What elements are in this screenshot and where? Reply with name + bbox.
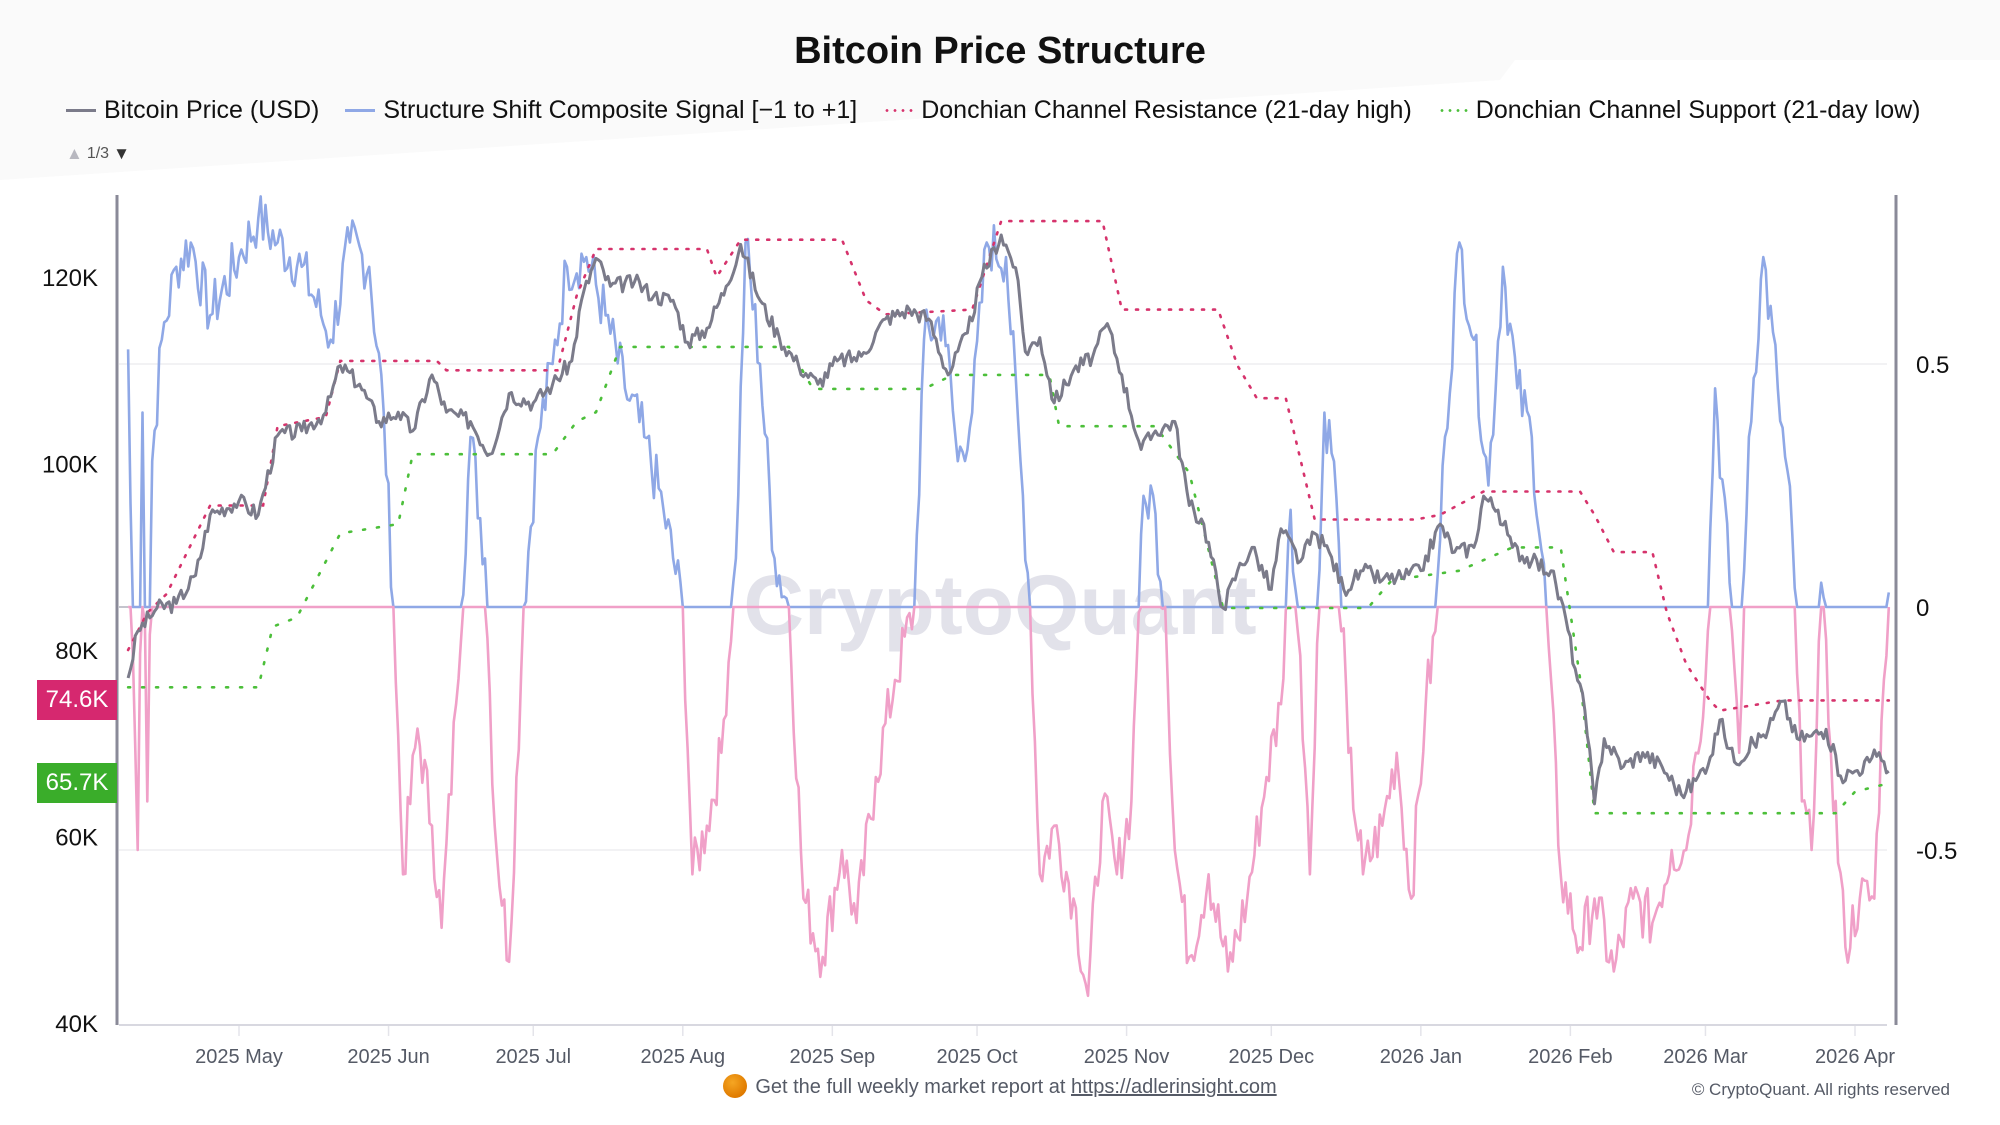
legend-label-signal: Structure Shift Composite Signal [−1 to … (383, 96, 858, 124)
support-value-badge: 65.7K (37, 763, 117, 804)
support-line (126, 345, 1891, 815)
y-axis-left: 40K 60K 80K 100K 120K (42, 265, 98, 1038)
legend-label-support: Donchian Channel Support (21-day low) (1475, 96, 1921, 124)
legend-pager: ▲ 1/3 ▼ (66, 144, 130, 164)
x-axis: 2025 May 2025 Jun 2025 Jul 2025 Aug 2025 Sep… (195, 1026, 1895, 1068)
y-right-tick-label: 0 (1916, 595, 1929, 622)
footer-link[interactable]: https://adlerinsight.com (1071, 1076, 1277, 1098)
resistance-value-badge: 74.6K (37, 680, 117, 721)
price-series (126, 233, 1890, 806)
y-left-tick-label: 120K (42, 265, 98, 292)
background-shape (0, 0, 1560, 180)
legend-swatch-resistance (883, 109, 914, 112)
x-tick-label: 2025 Dec (1228, 1046, 1314, 1068)
x-tick-label: 2026 Feb (1528, 1046, 1613, 1068)
x-tick-label: 2026 Jan (1380, 1046, 1462, 1068)
legend: Bitcoin Price (USD) Structure Shift Comp… (66, 96, 1946, 125)
x-tick-label: 2025 Nov (1084, 1046, 1170, 1068)
legend-item-price[interactable]: Bitcoin Price (USD) (66, 96, 319, 125)
watermark: CryptoQuant (743, 558, 1256, 652)
y-left-tick-label: 60K (55, 825, 98, 852)
y-right-tick-label: -0.5 (1916, 838, 1957, 865)
y-left-tick-label: 40K (55, 1011, 98, 1038)
orange-circle-icon (723, 1074, 748, 1098)
legend-swatch-signal (345, 109, 376, 112)
y-right-tick-label: 0.5 (1916, 352, 1949, 379)
x-tick-label: 2026 Apr (1815, 1046, 1895, 1068)
pager-up-icon[interactable]: ▲ (66, 144, 83, 163)
legend-item-support[interactable]: Donchian Channel Support (21-day low) (1437, 96, 1921, 125)
legend-label-resistance: Donchian Channel Resistance (21-day high… (921, 96, 1412, 124)
grid (119, 363, 1887, 851)
x-tick-label: 2025 Jul (495, 1046, 571, 1068)
pager-down-icon[interactable]: ▼ (113, 144, 130, 163)
x-tick-label: 2025 Oct (936, 1046, 1018, 1068)
axes (115, 195, 1898, 1026)
signal-line-positive (126, 195, 1891, 609)
pager-text: 1/3 (86, 145, 110, 162)
footer-text: Get the full weekly market report at (755, 1076, 1072, 1098)
x-tick-label: 2025 Aug (641, 1046, 726, 1068)
legend-item-resistance[interactable]: Donchian Channel Resistance (21-day high… (883, 96, 1412, 125)
support-series (126, 345, 1891, 815)
x-tick-label: 2025 Sep (790, 1046, 876, 1068)
x-tick-label: 2026 Mar (1663, 1046, 1748, 1068)
copyright: © CryptoQuant. All rights reserved (1691, 1080, 1950, 1099)
legend-label-price: Bitcoin Price (USD) (104, 96, 320, 124)
x-tick-label: 2025 Jun (347, 1046, 429, 1068)
y-axis-right: -0.5 0 0.5 (1916, 352, 1957, 865)
y-left-tick-label: 100K (42, 452, 98, 479)
x-tick-label: 2025 May (195, 1046, 283, 1068)
legend-swatch-price (66, 109, 96, 112)
legend-swatch-support (1437, 109, 1468, 112)
chart-title: Bitcoin Price Structure (794, 30, 1206, 72)
footer: Get the full weekly market report at htt… (0, 1074, 2000, 1099)
y-left-tick-label: 80K (55, 638, 98, 665)
signal-series (126, 195, 1891, 998)
legend-item-signal[interactable]: Structure Shift Composite Signal [−1 to … (345, 96, 857, 125)
signal-line-negative (128, 605, 1891, 998)
price-line (126, 233, 1890, 806)
